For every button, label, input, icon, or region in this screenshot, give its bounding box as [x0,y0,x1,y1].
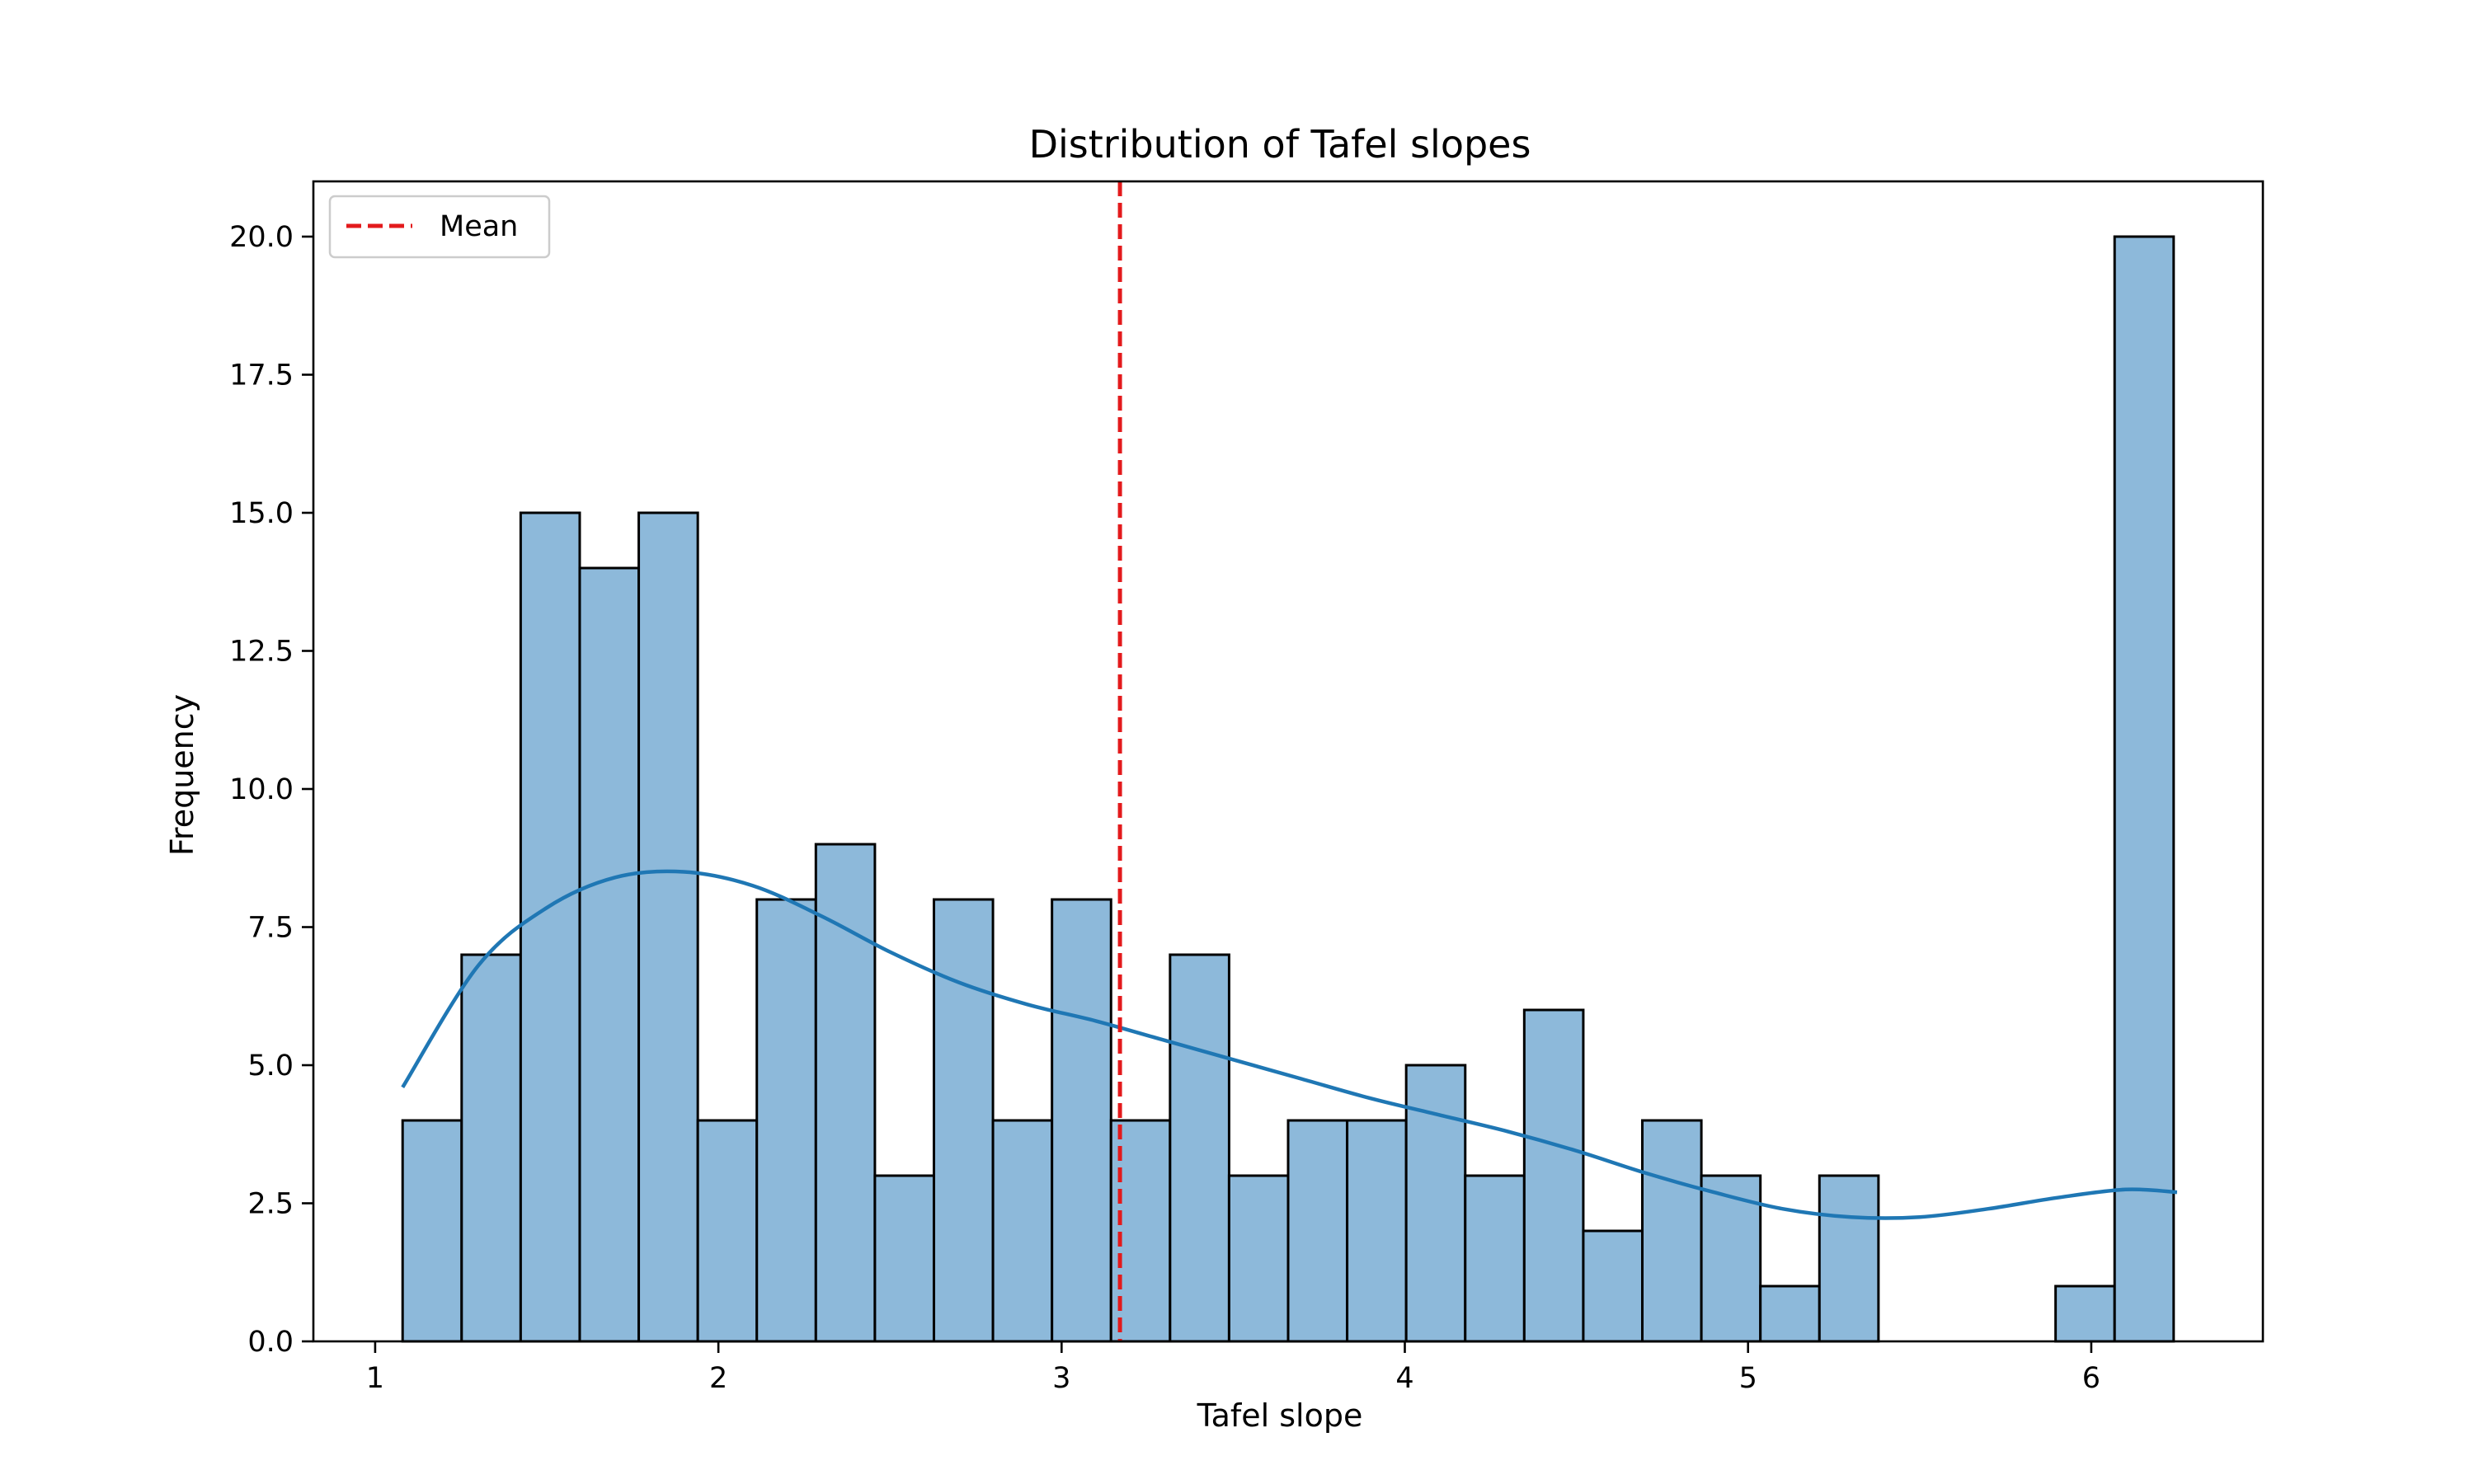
y-tick-label: 20.0 [229,221,294,254]
histogram-bar [1169,953,1230,1343]
y-tick-label: 12.5 [229,636,294,669]
chart-title: Distribution of Tafel slopes [1029,122,1531,167]
x-tick-label: 4 [1395,1362,1413,1395]
histogram-bar [1582,1229,1644,1343]
y-tick-label: 15.0 [229,497,294,530]
x-tick-label: 1 [366,1362,384,1395]
histogram-bar [460,953,522,1343]
x-axis-ticks: 1 2 3 4 5 6 [366,1341,2100,1395]
y-tick-label: 7.5 [247,912,294,945]
histogram-bar [519,511,581,1343]
histogram-bar [2113,235,2175,1343]
histogram-bar [1227,1174,1290,1343]
histogram-bar [1759,1284,1821,1343]
y-tick-label: 0.0 [247,1326,294,1359]
histogram-bar [1522,1008,1585,1343]
plot-frame [312,180,2265,1343]
x-tick-label: 5 [1739,1362,1757,1395]
x-tick-label: 3 [1052,1362,1070,1395]
histogram-bar [578,566,641,1343]
legend: Mean [328,195,551,259]
histogram-bar [991,1119,1054,1343]
x-tick-label: 6 [2082,1362,2100,1395]
histogram-bar [2054,1284,2116,1343]
histogram-bar [755,898,817,1343]
histogram-bar [1641,1119,1703,1343]
histogram-bar [1286,1119,1349,1343]
histogram-bar [873,1174,935,1343]
y-tick-label: 17.5 [229,359,294,392]
histogram-bar [401,1119,463,1343]
histogram-bar [1051,898,1112,1343]
histogram-bar [1404,1064,1467,1343]
legend-box [328,195,551,259]
x-axis-label: Tafel slope [1197,1397,1363,1434]
y-tick-label: 5.0 [247,1050,294,1082]
histogram-bar [1346,1119,1408,1343]
legend-label-mean: Mean [440,210,518,243]
histogram-bars [401,235,2175,1343]
histogram-bar [932,898,995,1343]
histogram-bar [637,511,699,1343]
kde-curve [401,869,2178,1220]
y-tick-label: 2.5 [247,1188,294,1221]
y-axis-label: Frequency [164,694,200,856]
y-axis-ticks: 0.0 2.5 5.0 7.5 10.0 12.5 15.0 17.5 20.0 [229,221,313,1359]
y-tick-label: 10.0 [229,773,294,806]
x-tick-label: 2 [709,1362,727,1395]
histogram-bar [1818,1174,1880,1343]
histogram-bar [1464,1174,1526,1343]
histogram-bar [696,1119,759,1343]
